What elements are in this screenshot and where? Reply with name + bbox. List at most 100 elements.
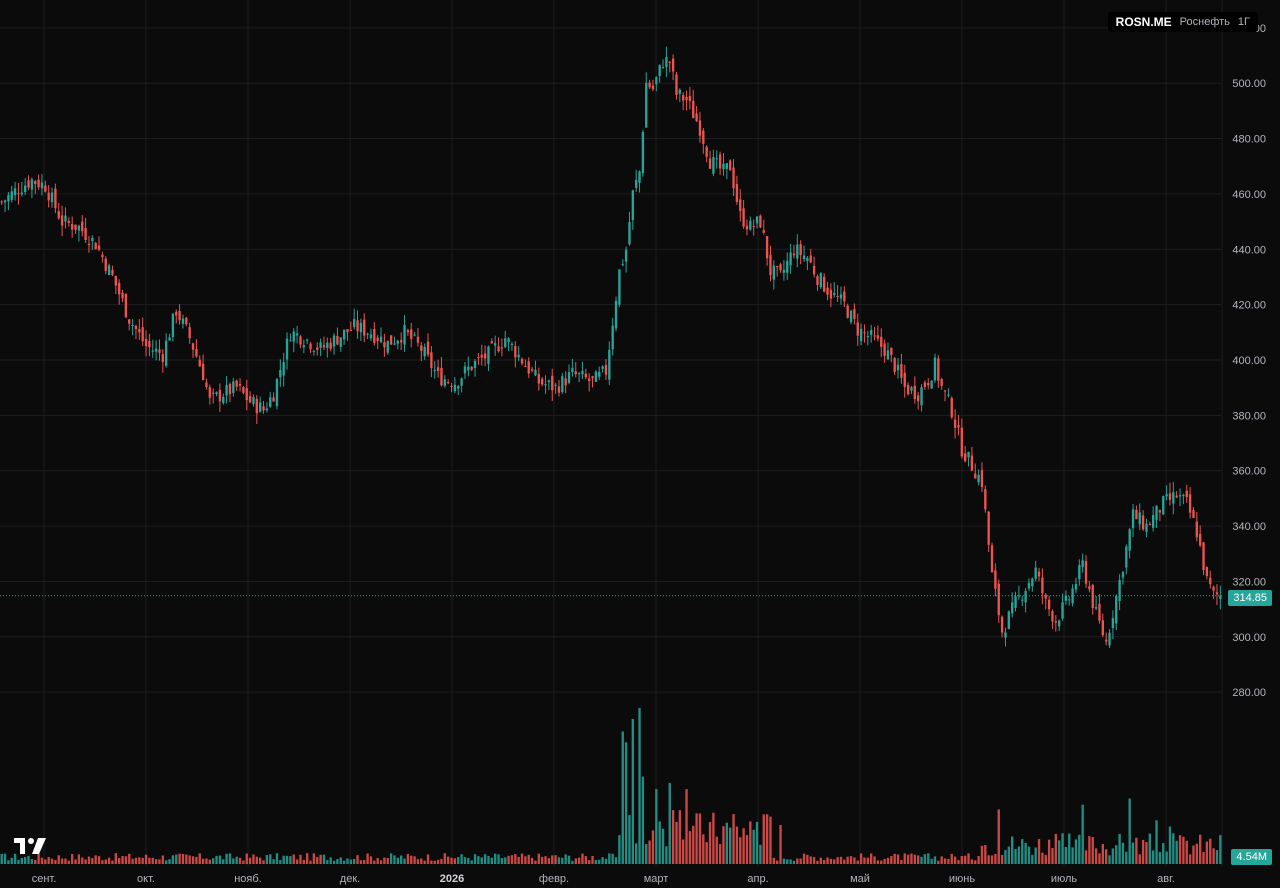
volume-bar (248, 857, 252, 864)
candle-body (688, 95, 692, 101)
candle-body (994, 570, 997, 589)
candle-body (1152, 515, 1155, 528)
candle-body (1168, 493, 1172, 500)
candle-body (752, 226, 755, 228)
candle-body (245, 388, 248, 401)
volume-bar (1182, 836, 1185, 864)
candle-body (712, 157, 715, 174)
volume-bar (994, 853, 997, 864)
x-tick-label: март (644, 873, 669, 885)
volume-bar (57, 855, 60, 864)
volume-bar (259, 857, 262, 864)
candle-body (386, 340, 389, 353)
candle-body (259, 402, 262, 412)
candle-body (27, 180, 30, 188)
candle-body (1178, 495, 1182, 497)
candle-body (678, 89, 681, 94)
candle-body (349, 329, 352, 331)
volume-bar (178, 853, 181, 864)
volume-bar (729, 827, 732, 864)
volume-bar (849, 856, 853, 864)
symbol-ticker: ROSN.ME (1115, 15, 1172, 29)
volume-bar (1192, 845, 1195, 864)
candle-body (141, 327, 144, 342)
candle-body (970, 455, 974, 471)
candle-body (406, 330, 410, 333)
volume-bar (386, 858, 389, 864)
volume-bar (1088, 836, 1091, 864)
candle-body (269, 397, 272, 407)
last-volume-label: 4.54M (1231, 849, 1272, 865)
candle-body (943, 390, 947, 392)
volume-bar (306, 853, 309, 864)
candle-body (1175, 495, 1178, 498)
candle-body (64, 215, 67, 222)
candle-body (571, 367, 574, 373)
volume-bar (208, 859, 211, 864)
volume-bar (1168, 826, 1172, 864)
candle-body (151, 350, 154, 352)
candle-body (937, 358, 940, 381)
candle-body (379, 336, 383, 343)
candle-body (7, 195, 10, 202)
volume-bar (1212, 848, 1215, 864)
candle-body (148, 340, 151, 348)
volume-bar (363, 859, 366, 864)
candle-body (614, 300, 618, 329)
volume-bar (205, 858, 208, 864)
volume-bar (322, 854, 326, 864)
candle-body (561, 376, 564, 393)
volume-bar (201, 858, 205, 864)
volume-bar (400, 855, 403, 864)
volume-bar (863, 857, 866, 864)
volume-bar (212, 858, 215, 864)
volume-bar (436, 859, 440, 864)
candle-body (665, 57, 668, 68)
tradingview-logo-icon[interactable] (12, 836, 48, 856)
volume-bar (635, 843, 638, 864)
candle-body (131, 325, 134, 327)
volume-bar (990, 855, 994, 864)
candle-body (1138, 512, 1141, 525)
volume-bar (121, 855, 124, 864)
candle-body (17, 193, 20, 195)
volume-bar (1148, 833, 1151, 864)
candle-body (188, 327, 191, 339)
volume-bar (124, 856, 128, 864)
volume-bar (984, 845, 987, 864)
volume-bar (698, 813, 702, 864)
volume-bar (1158, 852, 1162, 864)
candle-body (175, 311, 178, 316)
volume-bar (282, 855, 285, 864)
volume-bar (524, 856, 527, 864)
volume-bar (188, 855, 191, 864)
volume-bar (118, 858, 121, 864)
candle-body (222, 396, 225, 404)
volume-bar (74, 859, 77, 864)
volume-bar (816, 860, 819, 864)
candle-body (316, 347, 319, 350)
volume-bar (406, 854, 410, 864)
candle-body (984, 489, 987, 510)
candle-body (396, 340, 399, 344)
candle-body (1202, 542, 1205, 571)
volume-bar (302, 859, 305, 864)
candle-body (77, 225, 81, 231)
volume-bar (789, 859, 792, 864)
volume-bar (228, 853, 232, 864)
volume-bar (594, 859, 598, 864)
volume-bar (50, 858, 54, 864)
volume-bar (1128, 798, 1131, 864)
candle-body (577, 373, 581, 375)
candle-body (1000, 616, 1004, 633)
volume-bar (772, 857, 775, 864)
volume-bar (423, 860, 426, 864)
volume-bar (675, 821, 678, 864)
volume-bar (520, 853, 524, 864)
candle-body (530, 369, 534, 371)
volume-bar (1017, 846, 1021, 864)
candle-body (453, 384, 457, 392)
candle-body (953, 419, 957, 428)
candle-body (1215, 592, 1219, 595)
